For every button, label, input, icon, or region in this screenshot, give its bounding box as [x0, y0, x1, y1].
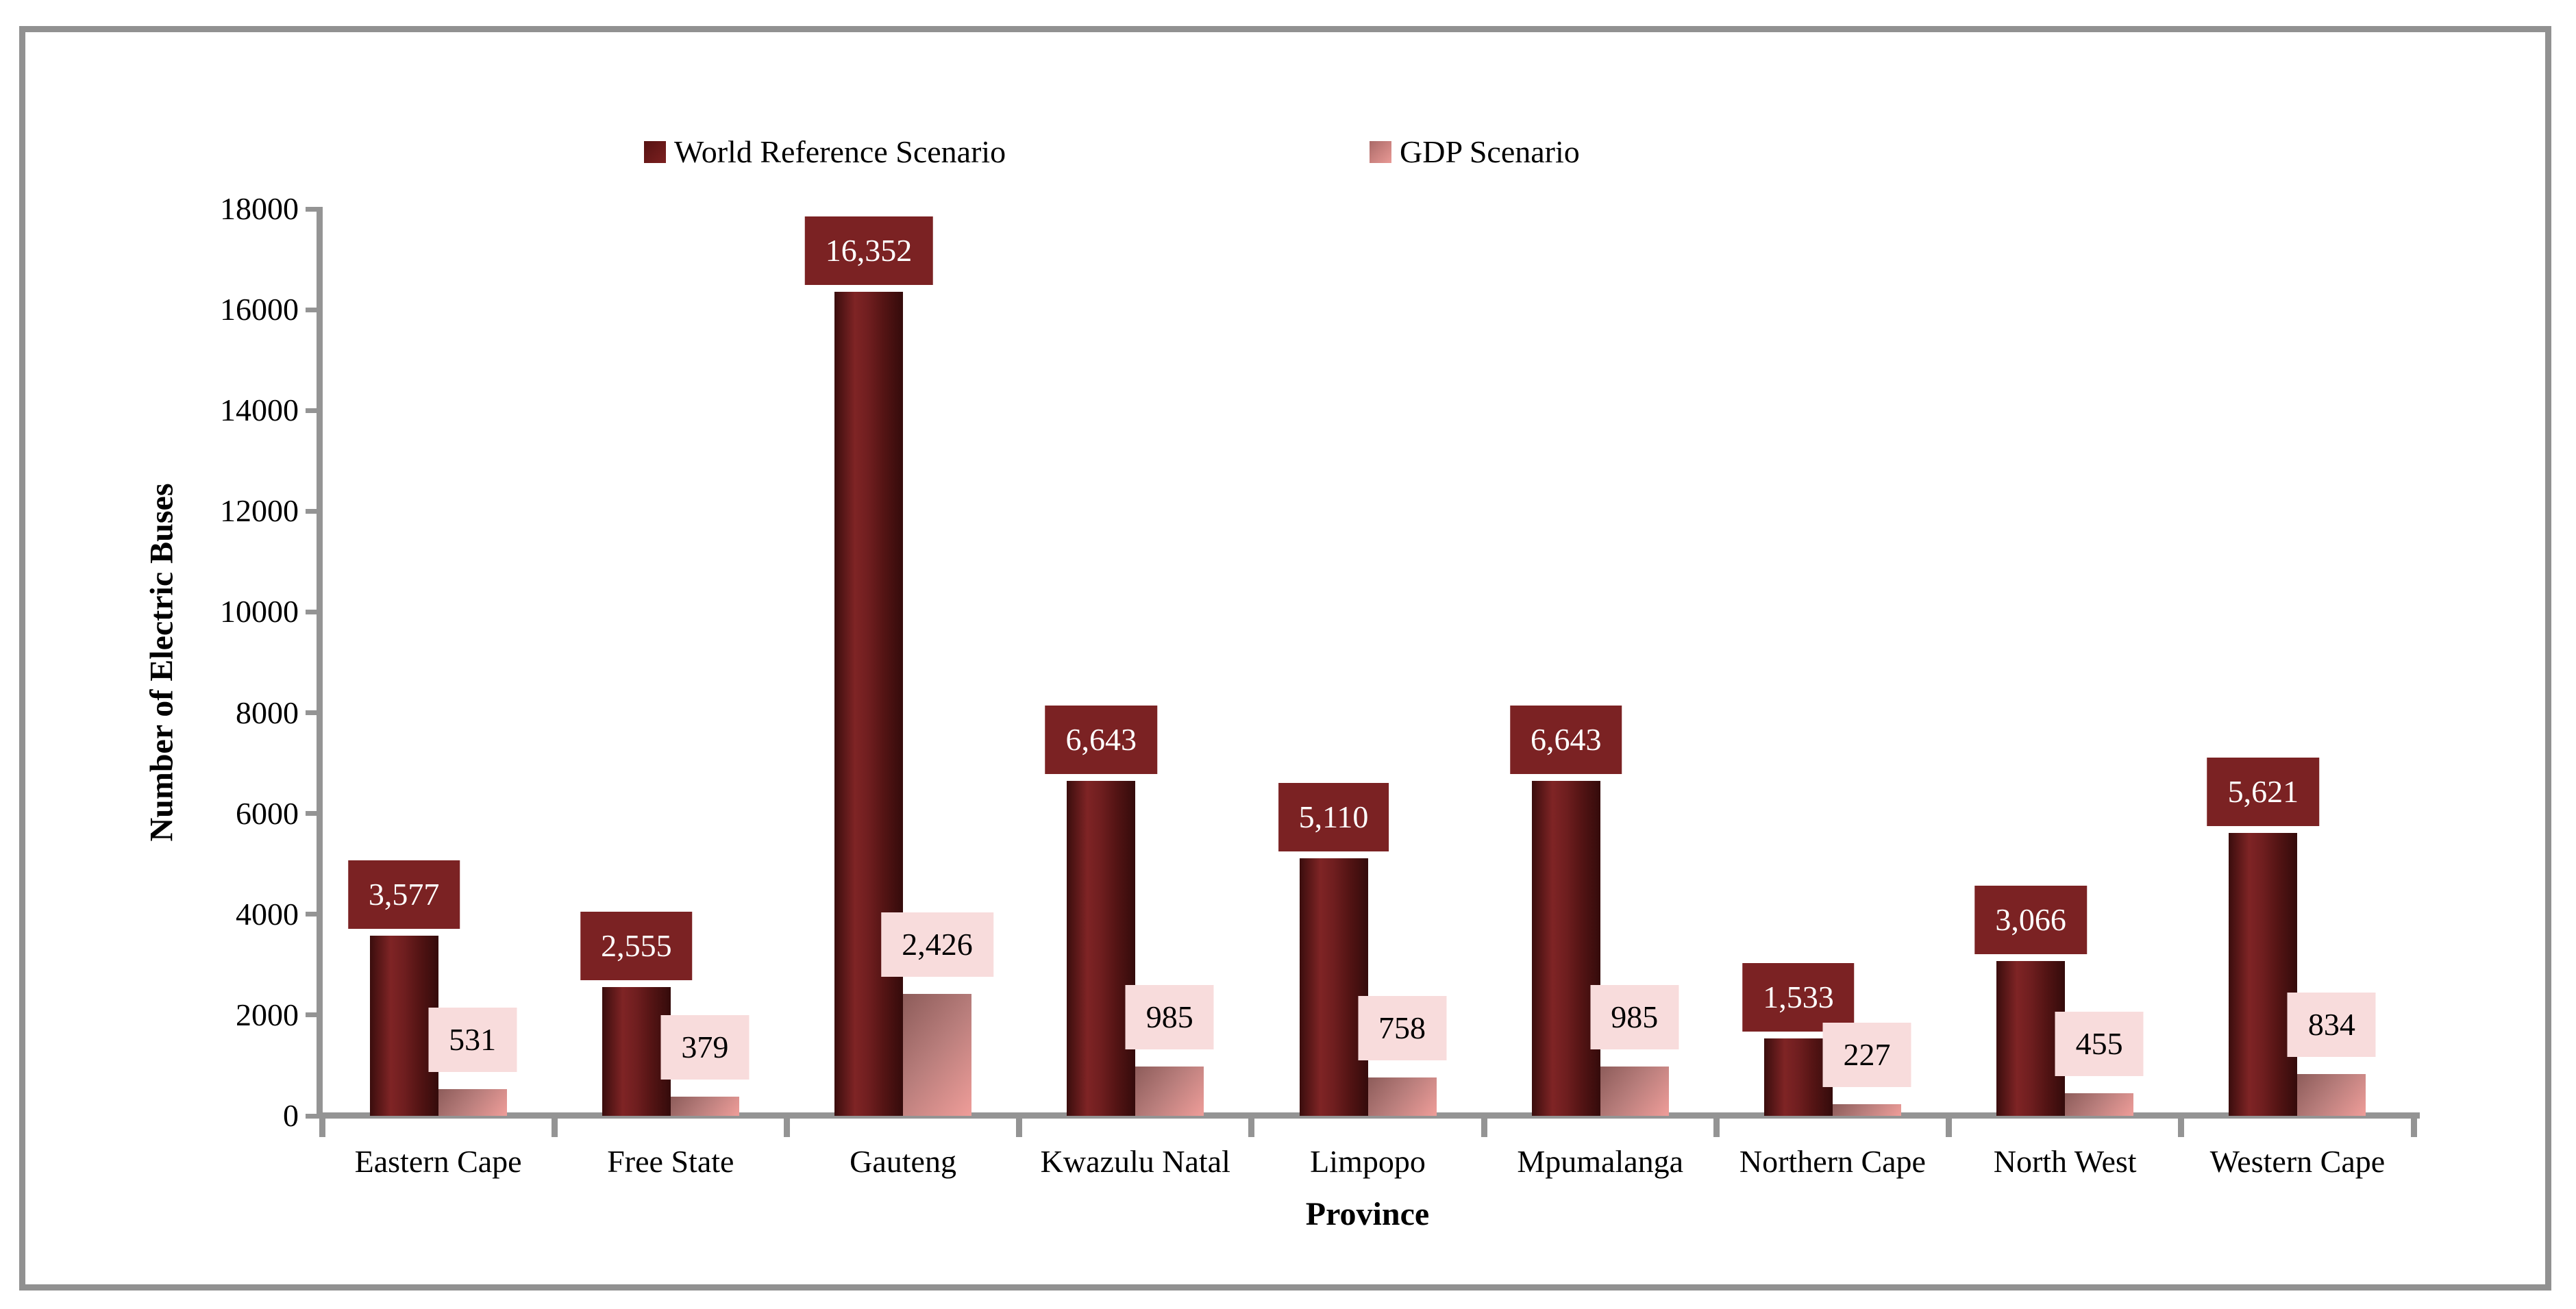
category-label-northern-cape: Northern Cape: [1739, 1144, 1926, 1179]
bar-world-reference-north-west: [1996, 961, 2066, 1116]
y-axis-line: [317, 207, 323, 1119]
y-tick: [306, 307, 322, 312]
x-tick: [2410, 1119, 2417, 1137]
value-label-world-reference-north-west: 3,066: [1974, 886, 2087, 955]
y-tick-label: 2000: [236, 997, 299, 1032]
x-tick: [1946, 1119, 1953, 1137]
category-label-north-west: North West: [1993, 1144, 2137, 1179]
y-axis-title: Number of Electric Buses: [143, 483, 180, 842]
bar-gdp-eastern-cape: [438, 1088, 507, 1116]
value-label-gdp-western-cape: 834: [2287, 992, 2376, 1057]
bar-gdp-gauteng: [903, 993, 972, 1116]
y-tick: [306, 811, 322, 816]
bar-gdp-free-state: [670, 1097, 739, 1116]
category-label-limpopo: Limpopo: [1310, 1144, 1426, 1179]
y-tick: [306, 912, 322, 917]
legend-swatch-gdp: [1370, 141, 1391, 163]
bar-gdp-mpumalanga: [1600, 1066, 1669, 1116]
legend-label-world-reference: World Reference Scenario: [674, 134, 1006, 169]
bar-world-reference-mpumalanga: [1531, 781, 1600, 1116]
x-tick: [1481, 1119, 1487, 1137]
bar-world-reference-western-cape: [2229, 832, 2298, 1116]
legend-swatch-world-reference: [644, 141, 666, 163]
value-label-gdp-northern-cape: 227: [1822, 1023, 1911, 1088]
x-tick: [551, 1119, 558, 1137]
value-label-world-reference-northern-cape: 1,533: [1742, 963, 1855, 1032]
bar-world-reference-gauteng: [834, 292, 904, 1116]
value-label-gdp-mpumalanga: 985: [1590, 984, 1679, 1049]
bar-world-reference-limpopo: [1299, 858, 1368, 1116]
bar-world-reference-kwazulu-natal: [1067, 781, 1136, 1116]
x-tick: [2178, 1119, 2185, 1137]
value-label-gdp-eastern-cape: 531: [428, 1007, 517, 1072]
legend-item-world-reference: World Reference Scenario: [644, 134, 1006, 170]
bar-gdp-northern-cape: [1832, 1104, 1901, 1116]
legend: World Reference Scenario GDP Scenario: [0, 134, 2576, 175]
y-tick-label: 12000: [220, 493, 299, 529]
category-label-western-cape: Western Cape: [2209, 1144, 2386, 1179]
category-label-eastern-cape: Eastern Cape: [354, 1144, 522, 1179]
bar-gdp-north-west: [2065, 1093, 2134, 1116]
y-tick: [306, 206, 322, 212]
bar-gdp-western-cape: [2297, 1073, 2366, 1116]
bar-gdp-limpopo: [1367, 1077, 1437, 1116]
y-tick: [306, 1113, 322, 1119]
y-tick-label: 0: [283, 1098, 299, 1133]
value-label-world-reference-kwazulu-natal: 6,643: [1045, 706, 1158, 775]
bar-gdp-kwazulu-natal: [1135, 1066, 1204, 1116]
y-tick-label: 10000: [220, 594, 299, 629]
value-label-gdp-kwazulu-natal: 985: [1125, 984, 1214, 1049]
x-tick: [783, 1119, 790, 1137]
y-tick-label: 18000: [220, 191, 299, 226]
value-label-gdp-north-west: 455: [2055, 1011, 2144, 1076]
y-tick: [306, 1012, 322, 1018]
value-label-gdp-limpopo: 758: [1358, 996, 1446, 1061]
y-tick-label: 6000: [236, 795, 299, 831]
value-label-gdp-gauteng: 2,426: [881, 912, 993, 977]
value-label-world-reference-gauteng: 16,352: [804, 216, 933, 286]
value-label-gdp-free-state: 379: [660, 1015, 750, 1080]
category-label-kwazulu-natal: Kwazulu Natal: [1040, 1144, 1230, 1179]
category-label-gauteng: Gauteng: [850, 1144, 956, 1179]
value-label-world-reference-limpopo: 5,110: [1278, 783, 1389, 852]
y-tick: [306, 408, 322, 413]
y-tick: [306, 609, 322, 614]
chart-outer-border: [19, 26, 2551, 1291]
y-tick-label: 4000: [236, 896, 299, 932]
value-label-world-reference-eastern-cape: 3,577: [347, 860, 460, 929]
x-tick: [319, 1119, 325, 1137]
legend-label-gdp: GDP Scenario: [1400, 134, 1580, 169]
value-label-world-reference-free-state: 2,555: [580, 912, 693, 981]
value-label-world-reference-western-cape: 5,621: [2207, 757, 2320, 826]
value-label-world-reference-mpumalanga: 6,643: [1509, 706, 1622, 775]
y-tick: [306, 710, 322, 716]
bar-world-reference-northern-cape: [1763, 1038, 1833, 1116]
x-tick: [1016, 1119, 1023, 1137]
x-tick: [1248, 1119, 1255, 1137]
y-tick: [306, 508, 322, 514]
category-label-free-state: Free State: [607, 1144, 734, 1179]
y-tick-label: 14000: [220, 392, 299, 428]
bar-world-reference-free-state: [602, 987, 671, 1116]
x-tick: [1713, 1119, 1720, 1137]
legend-item-gdp: GDP Scenario: [1370, 134, 1580, 170]
y-tick-label: 16000: [220, 292, 299, 327]
y-tick-label: 8000: [236, 695, 299, 730]
category-label-mpumalanga: Mpumalanga: [1517, 1144, 1684, 1179]
bar-world-reference-eastern-cape: [369, 935, 438, 1116]
x-axis-title: Province: [1305, 1196, 1430, 1232]
